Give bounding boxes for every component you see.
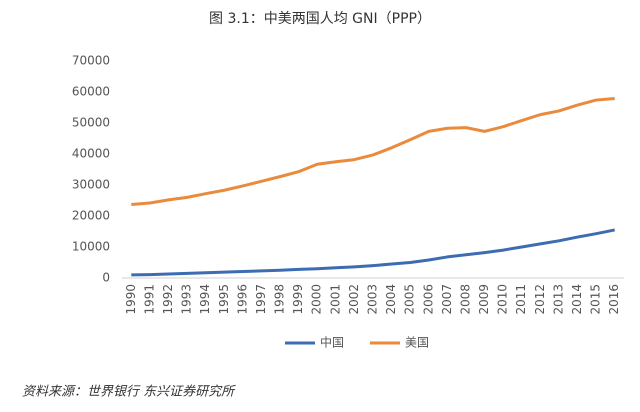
x-tick-label: 1997 [254, 284, 268, 315]
x-tick-label: 1996 [235, 284, 249, 315]
y-tick-label: 50000 [72, 116, 110, 130]
y-tick-label: 0 [102, 271, 110, 285]
x-tick-label: 1995 [217, 284, 231, 315]
y-tick-label: 30000 [72, 178, 110, 192]
chart-title: 图 3.1：中美两国人均 GNI（PPP） [209, 11, 431, 27]
x-tick-label: 2005 [403, 284, 417, 315]
x-tick-label: 2000 [310, 284, 324, 315]
x-tick-label: 2006 [421, 284, 435, 315]
y-tick-label: 70000 [72, 54, 110, 68]
y-tick-label: 20000 [72, 209, 110, 223]
x-tick-label: 2009 [477, 284, 491, 315]
x-tick-label: 2003 [366, 284, 380, 315]
x-tick-label: 2001 [328, 284, 342, 315]
x-tick-label: 1992 [161, 284, 175, 315]
x-tick-label: 2007 [440, 284, 454, 315]
y-tick-label: 60000 [72, 85, 110, 99]
x-tick-label: 2004 [384, 284, 398, 315]
x-tick-label: 2002 [347, 284, 361, 315]
x-tick-label: 2012 [533, 284, 547, 315]
y-tick-label: 10000 [72, 240, 110, 254]
legend-label: 中国 [320, 335, 344, 350]
x-tick-label: 1994 [198, 284, 212, 315]
x-tick-label: 2008 [458, 284, 472, 315]
series-line [131, 97, 615, 207]
source-note: 资料来源：世界银行 东兴证券研究所 [22, 384, 236, 400]
y-tick-label: 40000 [72, 147, 110, 161]
x-tick-label: 1998 [273, 284, 287, 315]
x-tick-label: 2016 [607, 284, 621, 315]
x-tick-label: 1991 [142, 284, 156, 315]
legend-label: 美国 [405, 336, 429, 350]
x-tick-label: 2015 [589, 284, 603, 315]
x-tick-label: 2011 [514, 284, 528, 315]
x-tick-label: 2013 [551, 284, 565, 315]
x-tick-label: 1990 [124, 284, 138, 315]
x-tick-label: 1999 [291, 284, 305, 315]
x-tick-label: 1993 [180, 284, 194, 315]
series-line [131, 228, 615, 277]
x-tick-label: 2010 [496, 284, 510, 315]
x-tick-label: 2014 [570, 284, 584, 315]
